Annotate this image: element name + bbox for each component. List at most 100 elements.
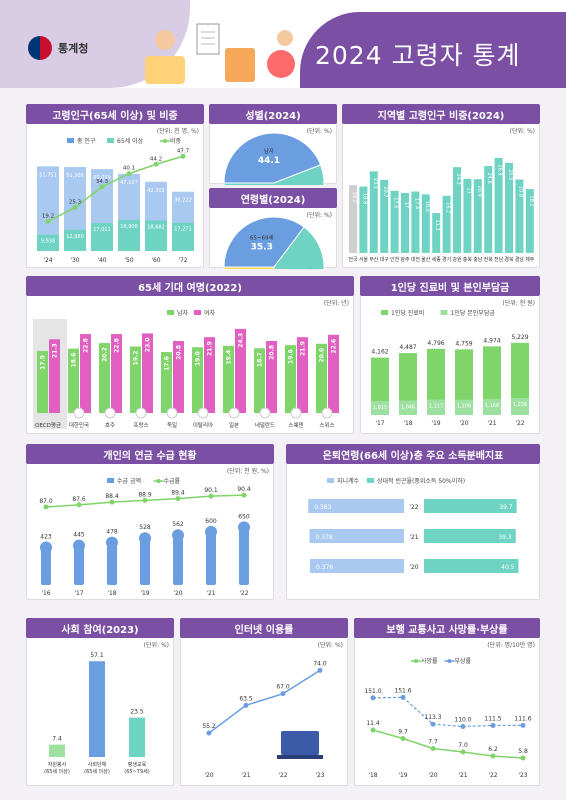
legend-label: 65세 이상 xyxy=(117,137,144,145)
data-label-rate: 90.4 xyxy=(237,486,251,493)
bar-elderly-population xyxy=(91,223,113,251)
panel-income: 지니계수 상대적 빈곤율(중위소득 50%이하) 0.383 39.7 '22 0.378… xyxy=(286,452,540,600)
data-label-amount: 423 xyxy=(40,534,52,541)
coin-icon xyxy=(139,532,151,545)
point-injury-rate xyxy=(490,722,496,728)
data-label-region: 17.6 xyxy=(393,197,399,208)
legend-label: 여자 xyxy=(204,309,216,317)
x-tick-label: 울산 xyxy=(421,256,431,263)
country-flag-icon xyxy=(73,407,85,419)
data-label-elderly: 17,011 xyxy=(93,227,111,233)
legend-label: 1인당 본인부담금 xyxy=(451,309,496,317)
data-label-oop: 1,046 xyxy=(401,405,415,411)
legend-label: 비중 xyxy=(170,137,182,145)
data-label-medical: 4,162 xyxy=(371,349,388,356)
panel-region: (단위: %) 19.2 전국 18.8 서울 23.1 부산 20.7 대구 17.6 인천 17 광… xyxy=(342,112,540,268)
point-injury-rate xyxy=(520,722,526,728)
bar-poverty xyxy=(424,529,516,543)
data-label-injury: 151.6 xyxy=(394,687,411,694)
data-label-region: 24.3 xyxy=(455,174,461,185)
x-tick-label: 광주 xyxy=(400,256,410,263)
country-flag-icon xyxy=(197,407,209,419)
bar-male xyxy=(254,348,265,413)
x-tick-label: 대전 xyxy=(411,256,421,263)
x-tick-label: 이탈리아 xyxy=(193,421,213,429)
data-label: 23.0 xyxy=(145,337,152,352)
point-share xyxy=(99,184,105,190)
x-tick-label: 사회단체 xyxy=(88,761,107,768)
x-tick-label: 강원 xyxy=(452,256,462,263)
data-label-social: 7.4 xyxy=(52,736,62,743)
x-tick-label: '18 xyxy=(368,772,377,779)
point-share xyxy=(126,171,132,177)
point-death-rate xyxy=(370,727,376,733)
data-label-share: 25.3 xyxy=(69,199,82,205)
data-label: 18.7 xyxy=(257,352,264,367)
x-tick-label: '40 xyxy=(97,257,106,264)
taegeuk-icon xyxy=(28,36,52,60)
chart-life-expectancy: (단위: 년) 남자 여자 17.9 21.3 OECD평균 18.6 22.8 대한민국 20.… xyxy=(33,299,349,429)
data-label: 19.0 xyxy=(195,351,202,366)
line-injury-rate xyxy=(372,696,524,728)
point-death-rate xyxy=(490,753,496,759)
data-label-internet: 63.5 xyxy=(239,695,253,702)
data-label: 19.2 xyxy=(133,351,140,366)
bar-female xyxy=(297,337,308,413)
data-label-social: 23.5 xyxy=(130,709,144,716)
legend-label: 상대적 빈곤율(중위소득 50%이하) xyxy=(377,477,465,485)
pie-slice xyxy=(223,132,322,184)
data-label-rate: 88.4 xyxy=(105,493,119,500)
title-income: 은퇴연령(66세 이상)층 주요 소득분배지표 xyxy=(286,444,540,464)
data-label-region: 16.6 xyxy=(424,201,430,212)
x-tick-label: 전국 xyxy=(348,256,358,263)
x-tick-label: 프랑스 xyxy=(133,422,148,429)
data-label-region: 17 xyxy=(403,202,409,208)
bar-region xyxy=(473,179,482,253)
x-tick-label: '72 xyxy=(178,257,187,264)
data-label: 20.2 xyxy=(102,347,109,362)
data-label-region: 23.1 xyxy=(372,178,378,189)
data-label-share: 34.3 xyxy=(96,179,109,185)
chart-internet: (단위: %) 55.2 '20 63.5 '21 67.0 '22 74.0 '23 xyxy=(202,641,343,779)
data-label-region: 19.2 xyxy=(351,192,357,203)
data-label: 21.9 xyxy=(300,341,307,356)
bar-pension-amount xyxy=(41,547,51,585)
data-label-poverty: 39.7 xyxy=(499,504,513,511)
data-label-social: 57.1 xyxy=(90,652,104,659)
x-tick-label: '50 xyxy=(124,257,133,264)
x-tick-label: '22 xyxy=(515,420,524,427)
panel-internet: (단위: %) 55.2 '20 63.5 '21 67.0 '22 74.0 '23 xyxy=(180,626,348,786)
country-flag-icon xyxy=(259,407,271,419)
pie-value: 35.3 xyxy=(251,242,273,252)
country-flag-icon xyxy=(166,407,178,419)
data-label: 21.9 xyxy=(207,341,214,356)
bar-male xyxy=(192,347,203,413)
data-label-amount: 600 xyxy=(205,518,217,525)
legend-label: 지니계수 xyxy=(337,477,360,485)
data-label-injury: 151.0 xyxy=(364,688,381,695)
data-label-total: 42,302 xyxy=(147,188,165,194)
point-internet xyxy=(280,691,286,697)
page-title: 2024 고령자 통계 xyxy=(315,41,521,70)
data-label-injury: 111.5 xyxy=(484,715,501,722)
panel-pension: (단위: 천 원, %) 수급 금액 수급률 423 '16 445 '17 478 '18 52… xyxy=(26,452,274,600)
bar-female xyxy=(235,328,246,413)
data-label-rate: 89.4 xyxy=(171,490,185,497)
bar-medical-cost xyxy=(371,357,389,415)
data-label-gini: 0.378 xyxy=(316,534,333,541)
pie-value: 44.1 xyxy=(258,156,280,166)
bar-region xyxy=(432,213,441,253)
data-label-injury: 111.6 xyxy=(514,715,531,722)
data-label-region: 24.6 xyxy=(486,173,492,184)
data-label-total: 36,222 xyxy=(174,198,192,204)
data-label-poverty: 39.3 xyxy=(498,534,512,541)
legend-label: 부상률 xyxy=(455,657,472,665)
bar-region xyxy=(411,191,420,253)
x-tick-label: 충북 xyxy=(463,256,473,263)
x-tick-label: '20 xyxy=(459,420,468,427)
data-label-medical: 4,974 xyxy=(483,337,500,344)
data-label-death: 5.8 xyxy=(518,748,528,755)
data-label: 20.0 xyxy=(319,348,326,363)
data-label-death: 6.2 xyxy=(488,746,498,753)
bar-medical-cost xyxy=(455,349,473,415)
